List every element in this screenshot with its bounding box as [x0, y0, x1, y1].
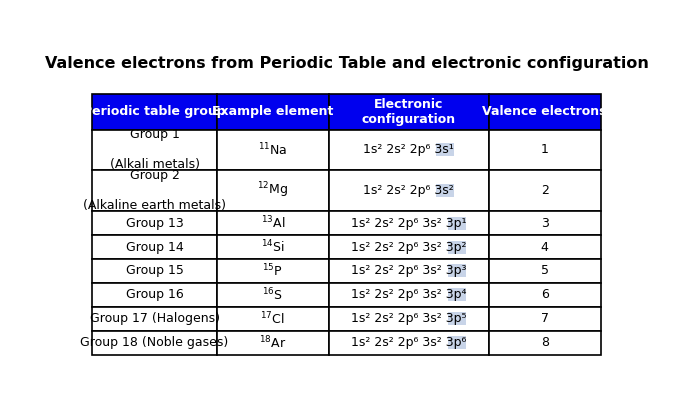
Bar [217, 283, 329, 307]
Bar [329, 94, 489, 130]
Text: Group 16: Group 16 [126, 288, 183, 301]
Bar [329, 170, 489, 211]
Bar [217, 307, 329, 331]
Text: 1s² 2s² 2p⁶ 3s²: 1s² 2s² 2p⁶ 3s² [363, 184, 454, 197]
Bar [448, 288, 466, 301]
Text: 1s² 2s² 2p⁶ 3s² 3p¹: 1s² 2s² 2p⁶ 3s² 3p¹ [351, 217, 466, 229]
Bar [329, 235, 489, 259]
Bar [93, 94, 217, 130]
Bar [489, 130, 600, 170]
Bar [93, 331, 217, 355]
Bar [93, 170, 217, 211]
Bar [448, 312, 466, 326]
Text: 1s² 2s² 2p⁶ 3s² 3p⁴: 1s² 2s² 2p⁶ 3s² 3p⁴ [351, 288, 466, 301]
Bar [217, 94, 329, 130]
Bar [329, 211, 489, 235]
Bar [448, 217, 466, 229]
Bar [448, 240, 466, 254]
Bar [217, 170, 329, 211]
Text: Group 17 (Halogens): Group 17 (Halogens) [90, 312, 220, 326]
Text: $^{16}$S: $^{16}$S [262, 287, 283, 303]
Bar [93, 307, 217, 331]
Text: Valence electrons: Valence electrons [483, 105, 607, 118]
Text: $^{11}$Na: $^{11}$Na [258, 142, 287, 158]
Bar [93, 130, 217, 170]
Text: 7: 7 [541, 312, 549, 326]
Text: 1s² 2s² 2p⁶ 3s² 3p⁶: 1s² 2s² 2p⁶ 3s² 3p⁶ [351, 337, 466, 349]
Text: 1s² 2s² 2p⁶ 3s² 3p²: 1s² 2s² 2p⁶ 3s² 3p² [351, 240, 466, 254]
Bar [93, 235, 217, 259]
Text: 6: 6 [541, 288, 549, 301]
Bar [217, 331, 329, 355]
Bar [489, 170, 600, 211]
Bar [93, 211, 217, 235]
Bar [489, 307, 600, 331]
Text: Group 15: Group 15 [126, 265, 184, 278]
Text: Group 2

(Alkaline earth metals): Group 2 (Alkaline earth metals) [83, 169, 226, 212]
Bar [329, 331, 489, 355]
Text: $^{12}$Mg: $^{12}$Mg [257, 181, 289, 200]
Bar [436, 143, 454, 156]
Bar [489, 211, 600, 235]
Bar [448, 265, 466, 278]
Bar [217, 211, 329, 235]
Text: 1: 1 [541, 143, 549, 156]
Text: 1s² 2s² 2p⁶ 3s² 3p³: 1s² 2s² 2p⁶ 3s² 3p³ [351, 265, 466, 278]
Bar [448, 337, 466, 349]
Bar [217, 130, 329, 170]
Text: Valence electrons from Periodic Table and electronic configuration: Valence electrons from Periodic Table an… [45, 56, 648, 71]
Bar [93, 259, 217, 283]
Text: Example element: Example element [212, 105, 333, 118]
Bar [217, 235, 329, 259]
Bar [436, 184, 454, 197]
Text: $^{14}$Si: $^{14}$Si [261, 239, 285, 255]
Text: 5: 5 [541, 265, 549, 278]
Text: $^{13}$Al: $^{13}$Al [260, 215, 285, 231]
Text: Periodic table group: Periodic table group [83, 105, 226, 118]
Text: 1s² 2s² 2p⁶ 3s² 3p⁵: 1s² 2s² 2p⁶ 3s² 3p⁵ [351, 312, 466, 326]
Bar [329, 307, 489, 331]
Bar [489, 283, 600, 307]
Bar [489, 331, 600, 355]
Bar [489, 235, 600, 259]
Text: 8: 8 [541, 337, 549, 349]
Text: Group 14: Group 14 [126, 240, 183, 254]
Bar [217, 259, 329, 283]
Text: $^{18}$Ar: $^{18}$Ar [259, 335, 287, 351]
Text: $^{17}$Cl: $^{17}$Cl [260, 311, 285, 327]
Text: Group 1

(Alkali metals): Group 1 (Alkali metals) [110, 128, 199, 171]
Text: 2: 2 [541, 184, 549, 197]
Text: 4: 4 [541, 240, 549, 254]
Bar [329, 130, 489, 170]
Text: $^{15}$P: $^{15}$P [262, 263, 283, 279]
Text: 1s² 2s² 2p⁶ 3s¹: 1s² 2s² 2p⁶ 3s¹ [363, 143, 454, 156]
Text: Electronic
configuration: Electronic configuration [362, 98, 456, 126]
Bar [93, 283, 217, 307]
Bar [329, 259, 489, 283]
Text: 3: 3 [541, 217, 549, 229]
Bar [489, 94, 600, 130]
Bar [489, 259, 600, 283]
Bar [329, 283, 489, 307]
Text: Group 13: Group 13 [126, 217, 183, 229]
Text: Group 18 (Noble gases): Group 18 (Noble gases) [80, 337, 228, 349]
